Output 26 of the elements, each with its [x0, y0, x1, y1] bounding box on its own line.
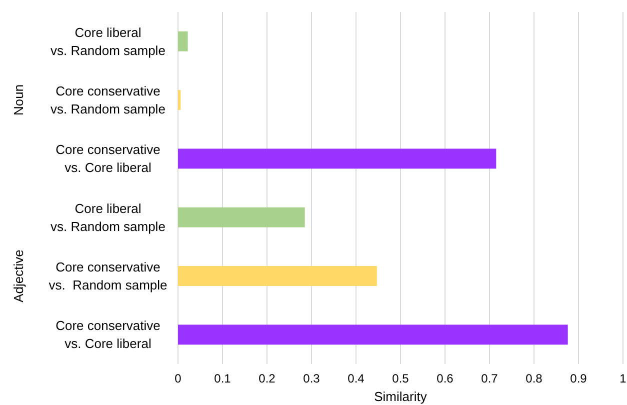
y-tick-label: Core conservative vs. Random sample: [50, 84, 166, 116]
x-tick-label: 0.5: [392, 372, 410, 386]
x-axis-title: Similarity: [374, 389, 428, 404]
x-tick-label: 0: [174, 372, 182, 386]
bar: [178, 324, 568, 345]
y-tick-label: Core liberal vs. Random sample: [50, 24, 166, 58]
x-tick-label: 1: [620, 372, 627, 386]
y-tick-label: Core conservative vs. Core liberal: [56, 142, 160, 176]
y-tick-label: Core conservative vs. Random sample: [48, 260, 168, 292]
bar: [178, 31, 188, 52]
bar: [178, 148, 496, 169]
bar: [178, 207, 305, 228]
x-tick-label: 0.9: [570, 372, 588, 386]
x-tick-label: 0.6: [436, 372, 454, 386]
x-tick-label: 0.1: [214, 372, 232, 386]
x-tick-label: 0.7: [481, 372, 498, 386]
x-tick-label: 0.8: [526, 372, 543, 386]
text: Adjective: [11, 250, 26, 302]
y-tick-label: Core liberal vs. Random sample: [50, 200, 166, 234]
text: Noun: [11, 84, 26, 116]
bar: [178, 90, 181, 110]
x-tick-label: 0.2: [258, 372, 276, 386]
x-tick-label: 0.3: [303, 372, 320, 386]
y-tick-label: Core conservative vs. Core liberal: [56, 318, 160, 352]
bar: [178, 266, 377, 286]
x-tick-label: 0.4: [348, 372, 365, 386]
